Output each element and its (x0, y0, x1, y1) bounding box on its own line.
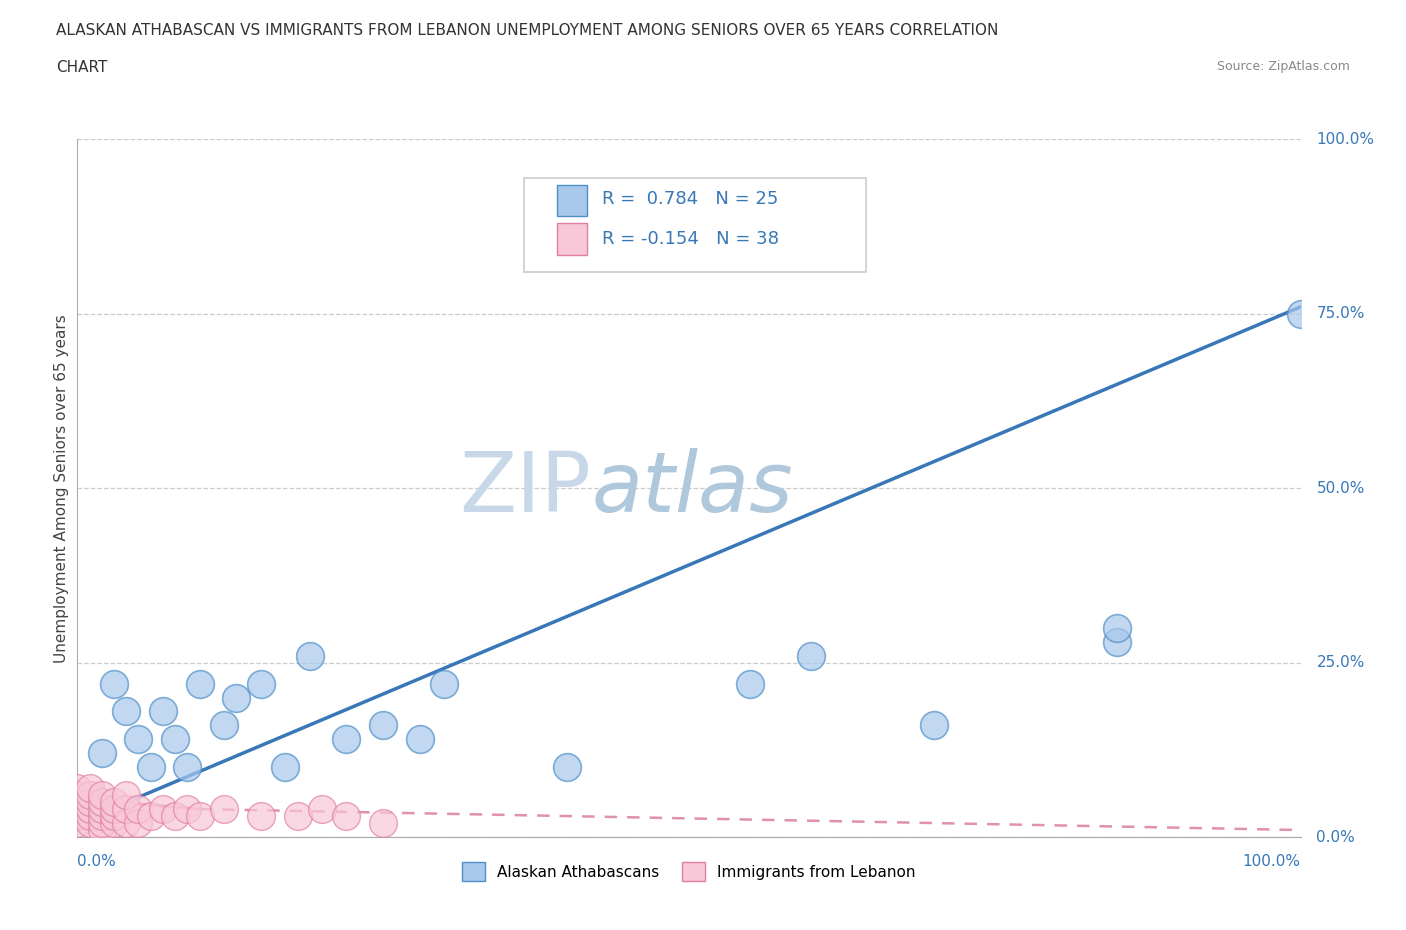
FancyBboxPatch shape (524, 178, 866, 272)
Text: CHART: CHART (56, 60, 108, 75)
Point (165, 809, 187, 824)
Point (66, 781, 89, 796)
Point (79, 816, 101, 830)
Point (90, 746, 112, 761)
Point (127, 732, 149, 747)
Point (127, 802, 149, 817)
Point (103, 676, 125, 691)
Point (139, 760, 162, 775)
Point (1107, 634, 1129, 649)
Point (176, 802, 198, 817)
Point (212, 718, 235, 733)
Point (127, 816, 149, 830)
Point (165, 732, 187, 747)
Text: 100.0%: 100.0% (1316, 132, 1375, 147)
Point (311, 802, 333, 817)
Point (66, 816, 89, 830)
Point (139, 809, 162, 824)
Point (1107, 620, 1129, 635)
Point (90, 802, 112, 817)
Point (90, 816, 112, 830)
Point (335, 732, 357, 747)
Point (274, 760, 297, 775)
Point (800, 648, 823, 663)
Point (115, 802, 138, 817)
Point (79, 794, 101, 809)
Point (79, 802, 101, 817)
Text: 0.0%: 0.0% (77, 855, 117, 870)
Point (79, 788, 101, 803)
Point (115, 704, 138, 719)
Point (250, 676, 273, 691)
Legend: Alaskan Athabascans, Immigrants from Lebanon: Alaskan Athabascans, Immigrants from Leb… (454, 855, 924, 889)
Point (176, 760, 198, 775)
Point (287, 809, 309, 824)
Point (115, 788, 138, 803)
Point (740, 676, 762, 691)
Text: 100.0%: 100.0% (1243, 855, 1301, 870)
Point (212, 802, 235, 817)
Text: R = -0.154   N = 38: R = -0.154 N = 38 (602, 230, 779, 247)
Point (115, 816, 138, 830)
Point (1289, 307, 1312, 322)
Text: 50.0%: 50.0% (1316, 481, 1365, 496)
Point (103, 802, 125, 817)
Text: 75.0%: 75.0% (1316, 306, 1365, 322)
Point (90, 788, 112, 803)
Point (66, 794, 89, 809)
Point (90, 823, 112, 837)
Point (103, 794, 125, 809)
Text: 25.0%: 25.0% (1316, 655, 1365, 671)
Text: atlas: atlas (591, 447, 793, 529)
Point (66, 809, 89, 824)
Text: 0.0%: 0.0% (1316, 830, 1355, 844)
Point (79, 781, 101, 796)
Point (298, 648, 321, 663)
Point (409, 732, 432, 747)
Point (250, 809, 273, 824)
Y-axis label: Unemployment Among Seniors over 65 years: Unemployment Among Seniors over 65 years (53, 314, 69, 662)
Point (152, 704, 174, 719)
Text: Source: ZipAtlas.com: Source: ZipAtlas.com (1216, 60, 1350, 73)
Point (225, 690, 247, 705)
Point (188, 676, 211, 691)
Point (90, 794, 112, 809)
Point (103, 816, 125, 830)
Text: ZIP: ZIP (460, 447, 591, 529)
Point (371, 816, 394, 830)
Point (922, 718, 945, 733)
FancyBboxPatch shape (557, 223, 588, 255)
Point (335, 809, 357, 824)
Text: R =  0.784   N = 25: R = 0.784 N = 25 (602, 190, 779, 207)
Point (79, 809, 101, 824)
Point (66, 802, 89, 817)
Point (66, 788, 89, 803)
Point (188, 809, 211, 824)
Point (433, 676, 456, 691)
Text: ALASKAN ATHABASCAN VS IMMIGRANTS FROM LEBANON UNEMPLOYMENT AMONG SENIORS OVER 65: ALASKAN ATHABASCAN VS IMMIGRANTS FROM LE… (56, 23, 998, 38)
FancyBboxPatch shape (557, 185, 588, 217)
Point (371, 718, 394, 733)
Point (90, 809, 112, 824)
Point (103, 809, 125, 824)
Point (555, 760, 578, 775)
Point (152, 802, 174, 817)
